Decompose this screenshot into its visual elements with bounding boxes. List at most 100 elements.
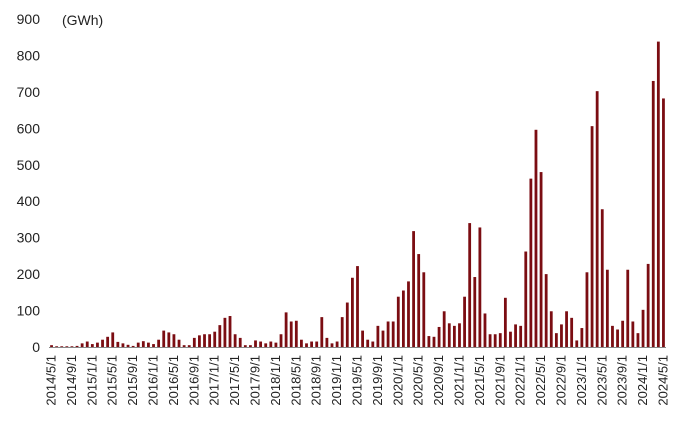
bar [80, 343, 84, 347]
x-tick-label: 2019/5/1 [350, 355, 365, 406]
bar [228, 316, 232, 347]
bar [203, 334, 206, 347]
bar [386, 321, 390, 347]
x-tick-label: 2022/9/1 [553, 355, 568, 406]
bar [427, 336, 431, 347]
bar [616, 329, 619, 347]
y-tick-label: 600 [17, 120, 41, 136]
y-tick-label: 200 [17, 266, 41, 282]
bar [233, 334, 237, 347]
bar [554, 333, 558, 347]
bar [208, 334, 212, 347]
bar [361, 330, 364, 347]
bar [172, 334, 176, 347]
bar [651, 80, 655, 348]
x-tick-label: 2022/1/1 [513, 355, 528, 406]
bar [549, 311, 553, 347]
bar [106, 336, 110, 347]
x-tick-label: 2015/5/1 [105, 355, 120, 406]
bar [585, 272, 589, 347]
bar [565, 311, 568, 347]
bar [289, 321, 293, 347]
x-tick-label: 2017/1/1 [207, 355, 222, 406]
x-tick-label: 2015/1/1 [84, 355, 99, 406]
bar [223, 317, 227, 347]
bar [310, 341, 314, 347]
y-tick-label: 700 [17, 84, 41, 100]
x-tick-label: 2023/1/1 [574, 355, 589, 406]
y-tick-label: 800 [17, 47, 41, 63]
x-tick-label: 2021/1/1 [451, 355, 466, 406]
bar [412, 231, 415, 347]
bar [279, 334, 283, 347]
x-tick-label: 2014/5/1 [44, 355, 59, 406]
bar [254, 340, 257, 347]
bar [249, 345, 252, 347]
bar [503, 297, 507, 347]
bar [147, 342, 150, 347]
y-tick-label: 400 [17, 193, 41, 209]
x-tick-label: 2016/9/1 [186, 355, 201, 406]
bar [529, 178, 533, 347]
bar [473, 277, 477, 347]
bar [126, 344, 130, 347]
bar [284, 312, 288, 347]
bar [335, 341, 339, 347]
bar [514, 324, 517, 347]
bar [345, 302, 349, 347]
bar [351, 277, 354, 347]
x-tick-label: 2017/9/1 [248, 355, 263, 406]
y-tick-label: 900 [17, 11, 41, 27]
bar [111, 332, 115, 347]
y-tick-label: 100 [17, 303, 41, 319]
bar [141, 341, 145, 347]
y-tick-label: 500 [17, 157, 41, 173]
bar [478, 227, 482, 347]
y-tick-label: 0 [32, 339, 40, 355]
bar [452, 325, 456, 347]
x-tick-label: 2021/9/1 [492, 355, 507, 406]
bar [580, 328, 584, 347]
bar [90, 344, 94, 347]
x-tick-label: 2018/5/1 [288, 355, 303, 406]
x-tick-label: 2019/1/1 [329, 355, 344, 406]
bar [238, 337, 242, 347]
x-tick-label: 2023/9/1 [615, 355, 630, 406]
bar [213, 331, 217, 347]
bar [376, 325, 380, 347]
bar [101, 339, 104, 347]
bar [131, 345, 135, 347]
x-tick-label: 2018/1/1 [268, 355, 283, 406]
bar [294, 320, 298, 347]
bar [544, 274, 548, 347]
bar [218, 325, 222, 347]
bar [621, 320, 625, 347]
bar [422, 272, 426, 347]
bar [96, 342, 99, 347]
x-tick-label: 2015/9/1 [125, 355, 140, 406]
bar [55, 346, 59, 347]
y-axis: 0 100 200 300 400 500 600 700 800 900 [17, 11, 41, 355]
bar [157, 339, 161, 347]
bar [356, 266, 359, 347]
bar [656, 41, 660, 347]
bar [560, 324, 563, 347]
x-tick-label: 2016/5/1 [166, 355, 181, 406]
bar [366, 339, 370, 347]
bar [269, 341, 273, 347]
x-tick-label: 2023/5/1 [594, 355, 609, 406]
bar [65, 346, 69, 347]
bar [259, 341, 263, 347]
bar [519, 325, 523, 347]
x-tick-label: 2018/9/1 [309, 355, 324, 406]
bar [177, 339, 181, 347]
bar [396, 296, 400, 347]
bar [600, 209, 604, 347]
bar [458, 323, 461, 347]
bar [152, 344, 155, 347]
bar [391, 321, 395, 347]
bars [50, 41, 665, 348]
bar [483, 313, 487, 347]
x-tick-label: 2019/9/1 [370, 355, 385, 406]
